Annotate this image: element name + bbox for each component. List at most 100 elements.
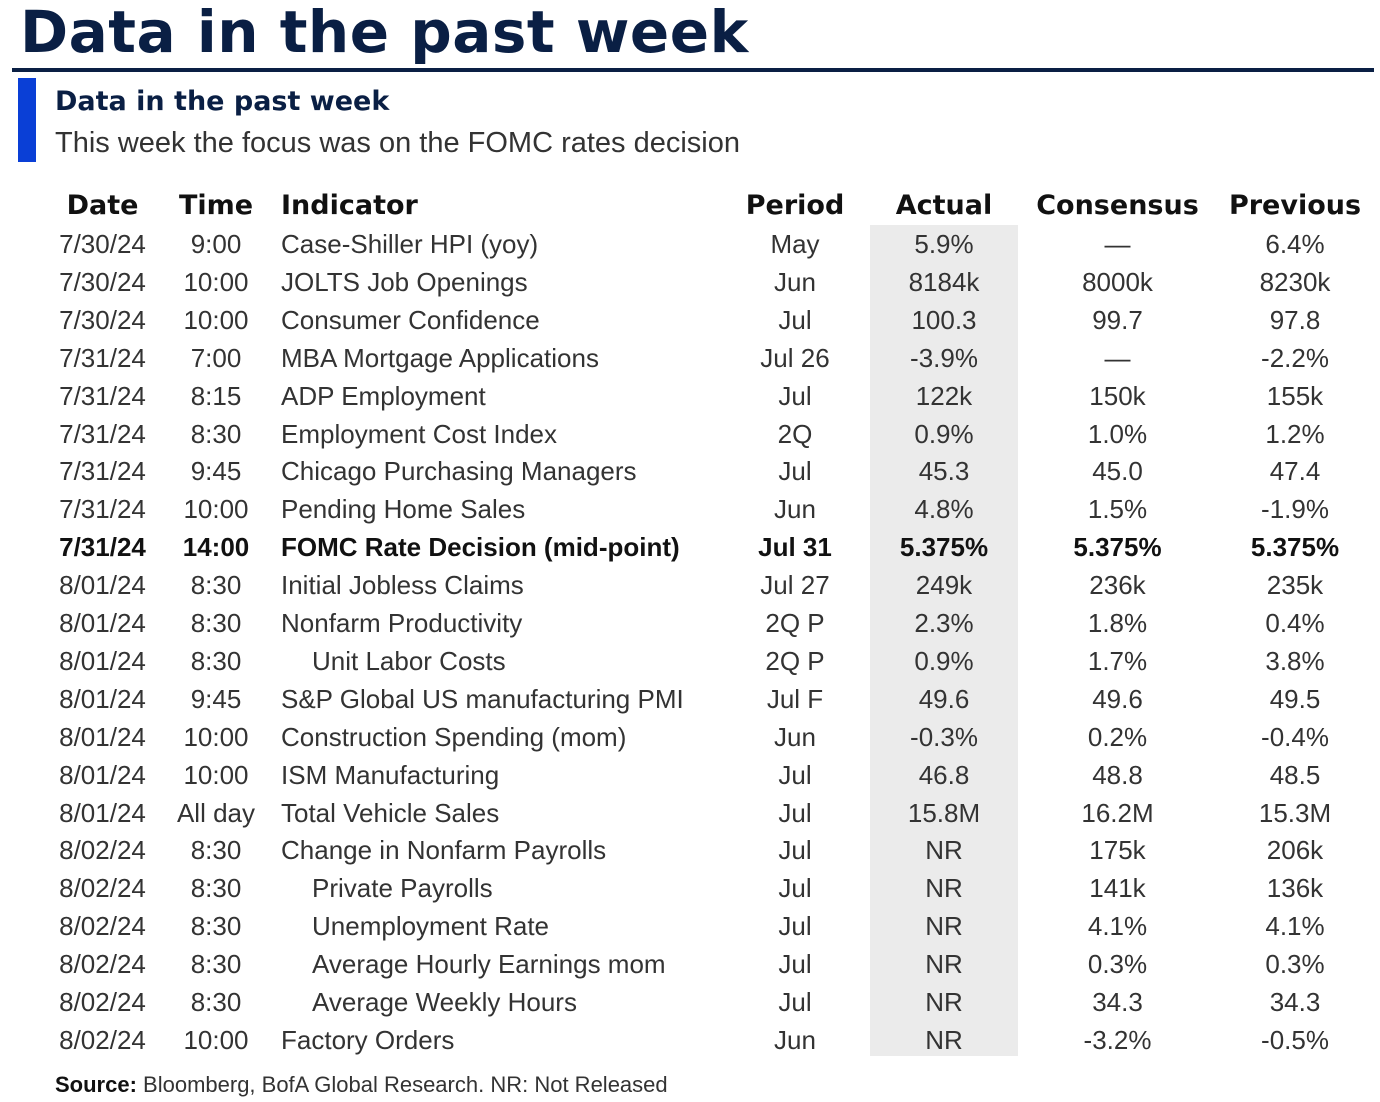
table-row: 7/30/24 10:00 JOLTS Job Openings Jun 8184k 80…	[0, 263, 1380, 301]
cell-indicator: FOMC Rate Decision (mid-point)	[281, 532, 680, 563]
cell-period: Jul 31	[758, 532, 832, 563]
cell-period: 2Q P	[765, 645, 825, 676]
cell-time: 14:00	[182, 532, 250, 563]
cell-actual: 0.9%	[914, 645, 974, 676]
cell-indicator: Initial Jobless Claims	[281, 570, 524, 601]
section-description: This week the focus was on the FOMC rate…	[55, 127, 741, 159]
cell-indicator: JOLTS Job Openings	[281, 266, 528, 297]
cell-period: May	[770, 229, 820, 259]
table-row: 8/02/24 10:00 Factory Orders Jun NR -3.2% -0.5…	[0, 1021, 1380, 1059]
table-row: 8/01/24 10:00 ISM Manufacturing Jul 46.8 48.8…	[0, 756, 1380, 794]
table-row: 8/01/24 10:00 Construction Spending (mom) J…	[0, 718, 1380, 756]
cell-period: Jul	[778, 911, 812, 942]
cell-time: 8:30	[190, 418, 242, 449]
cell-actual: NR	[925, 873, 963, 904]
cell-actual: 100.3	[911, 304, 977, 335]
cell-previous: 235k	[1266, 570, 1324, 601]
header-indicator: Indicator	[281, 190, 418, 221]
cell-consensus: 45.0	[1092, 456, 1143, 487]
cell-date: 7/31/24	[59, 494, 146, 525]
table-row: 8/02/24 8:30 Average Hourly Earnings mom Ju…	[0, 945, 1380, 983]
table-row: 8/02/24 8:30 Change in Nonfarm Payrolls Jul…	[0, 831, 1380, 869]
cell-date: 8/01/24	[59, 645, 146, 676]
cell-time: 7:00	[190, 342, 242, 373]
cell-time: 8:30	[190, 873, 242, 904]
cell-date: 7/30/24	[59, 229, 146, 259]
cell-date: 7/31/24	[59, 342, 146, 373]
cell-time: 9:00	[190, 229, 242, 259]
cell-period: Jul F	[766, 683, 824, 714]
cell-period: 2Q	[777, 418, 813, 449]
cell-period: Jul	[778, 304, 812, 335]
cell-indicator: Factory Orders	[281, 1024, 455, 1055]
cell-consensus: 99.7	[1092, 304, 1143, 335]
section-subtitle: Data in the past week	[55, 86, 390, 117]
cell-indicator: Change in Nonfarm Payrolls	[281, 835, 607, 866]
cell-previous: -0.4%	[1261, 721, 1329, 752]
cell-actual: -3.9%	[910, 342, 978, 373]
cell-date: 8/02/24	[59, 911, 146, 942]
cell-actual: 249k	[915, 570, 973, 601]
cell-indicator: Nonfarm Productivity	[281, 608, 523, 638]
header-period: Period	[745, 190, 845, 221]
cell-indicator: Unemployment Rate	[312, 911, 549, 942]
page-title: Data in the past week	[20, 0, 749, 66]
cell-previous: 49.5	[1269, 683, 1321, 714]
cell-period: 2Q P	[765, 608, 825, 638]
cell-time: 10:00	[183, 1024, 249, 1055]
cell-actual: 8184k	[908, 266, 980, 297]
cell-previous: 0.4%	[1265, 608, 1325, 638]
cell-time: 8:30	[190, 645, 242, 676]
table-row: 7/31/24 8:30 Employment Cost Index 2Q 0.9% 1.…	[0, 415, 1380, 453]
cell-time: 8:30	[190, 570, 242, 601]
cell-previous: 3.8%	[1265, 645, 1325, 676]
cell-indicator: Pending Home Sales	[281, 494, 526, 525]
cell-previous: 34.3	[1269, 987, 1321, 1017]
cell-consensus: 236k	[1089, 570, 1146, 601]
source-note: Source: Bloomberg, BofA Global Research.…	[55, 1070, 668, 1100]
cell-date: 8/01/24	[59, 683, 146, 714]
cell-date: 7/31/24	[59, 456, 146, 487]
table-row: 8/01/24 8:30 Initial Jobless Claims Jul 27 2…	[0, 566, 1380, 604]
cell-consensus: 1.7%	[1087, 645, 1148, 676]
cell-indicator: ADP Employment	[281, 380, 486, 411]
table-row: 8/01/24 9:45 S&P Global US manufacturing P…	[0, 680, 1380, 718]
cell-consensus: 1.0%	[1087, 418, 1148, 449]
cell-actual: 4.8%	[914, 494, 974, 525]
cell-indicator: Average Weekly Hours	[312, 987, 577, 1017]
cell-period: Jul	[778, 835, 812, 866]
cell-previous: 155k	[1266, 380, 1324, 411]
cell-actual: 15.8M	[907, 797, 981, 828]
cell-actual: 2.3%	[914, 608, 974, 638]
cell-date: 8/01/24	[59, 608, 146, 638]
source-label: Source:	[55, 1072, 137, 1097]
cell-previous: 15.3M	[1258, 797, 1332, 828]
cell-time: 9:45	[190, 456, 242, 487]
table-header-row: Date Time Indicator Period Actual Consen…	[0, 187, 1380, 225]
cell-time: 10:00	[183, 304, 249, 335]
cell-time: 10:00	[183, 759, 249, 790]
cell-consensus: 49.6	[1092, 683, 1143, 714]
cell-previous: 6.4%	[1265, 229, 1325, 259]
cell-previous: 48.5	[1269, 759, 1321, 790]
cell-actual: 45.3	[918, 456, 970, 487]
cell-previous: 206k	[1266, 835, 1324, 866]
cell-period: Jul	[778, 987, 812, 1017]
cell-time: 10:00	[183, 494, 249, 525]
cell-indicator: Chicago Purchasing Managers	[281, 456, 637, 487]
cell-actual: 0.9%	[914, 418, 974, 449]
cell-date: 8/02/24	[59, 835, 146, 866]
cell-consensus: 48.8	[1092, 759, 1143, 790]
cell-actual: NR	[925, 949, 963, 980]
cell-indicator: Employment Cost Index	[281, 418, 558, 449]
cell-previous: 97.8	[1269, 304, 1321, 335]
cell-previous: -2.2%	[1261, 342, 1329, 373]
cell-date: 7/31/24	[59, 418, 146, 449]
cell-previous: 4.1%	[1265, 911, 1325, 942]
cell-consensus: 5.375%	[1073, 532, 1162, 563]
header-time: Time	[178, 190, 254, 221]
table-row: 7/31/24 7:00 MBA Mortgage Applications Jul …	[0, 339, 1380, 377]
cell-indicator: Consumer Confidence	[281, 304, 540, 335]
cell-consensus: 4.1%	[1087, 911, 1148, 942]
cell-time: 8:15	[190, 380, 242, 411]
